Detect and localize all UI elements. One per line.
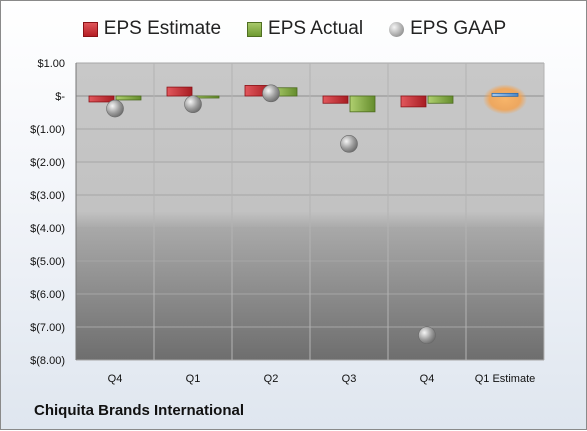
- legend-label-gaap: EPS GAAP: [410, 18, 507, 39]
- y-tick-label: $-: [55, 91, 65, 103]
- x-tick-label: Q3: [342, 373, 357, 385]
- eps-actual-bar: [427, 95, 454, 104]
- y-tick-label: $(6.00): [30, 289, 65, 301]
- eps-actual-bar: [349, 95, 376, 113]
- eps-gaap-point: [418, 326, 436, 345]
- company-name: Chiquita Brands International: [34, 402, 245, 419]
- eps-gaap-point: [106, 99, 124, 118]
- estimate-highlight: [483, 84, 527, 115]
- eps-gaap-point: [262, 84, 280, 103]
- eps-actual-bar: [115, 95, 142, 101]
- eps-gaap-point: [184, 95, 202, 114]
- eps-estimate-bar: [400, 95, 427, 108]
- eps-gaap-point: [340, 135, 358, 153]
- y-tick-label: $(4.00): [30, 223, 65, 235]
- x-tick-label: Q4: [420, 373, 435, 385]
- eps-estimate-bar: [166, 86, 193, 97]
- x-tick-label: Q1 Estimate: [475, 373, 536, 385]
- eps-estimate-bar: [322, 95, 349, 104]
- eps-estimate-next-bar: [491, 92, 519, 97]
- y-tick-label: $(8.00): [30, 355, 65, 367]
- y-tick-label: $(7.00): [30, 322, 65, 334]
- legend-label-estimate: EPS Estimate: [103, 18, 222, 39]
- actual-swatch-icon: [247, 21, 263, 37]
- legend-item-estimate: EPS Estimate: [82, 18, 222, 40]
- legend-item-actual: EPS Actual: [247, 18, 363, 40]
- y-tick-label: $(2.00): [30, 157, 65, 169]
- legend-label-actual: EPS Actual: [268, 18, 364, 39]
- eps-estimate-bar: [88, 95, 115, 103]
- estimate-swatch-icon: [82, 21, 98, 37]
- x-tick-label: Q2: [264, 373, 279, 385]
- legend: EPS Estimate EPS Actual EPS GAAP: [1, 15, 587, 43]
- y-tick-label: $(5.00): [30, 256, 65, 268]
- gaap-swatch-icon: [389, 21, 405, 37]
- y-tick-label: $(1.00): [30, 124, 65, 136]
- y-tick-label: $(3.00): [30, 190, 65, 202]
- x-tick-label: Q1: [186, 373, 201, 385]
- legend-item-gaap: EPS GAAP: [389, 18, 506, 40]
- x-tick-label: Q4: [108, 373, 123, 385]
- y-tick-label: $1.00: [37, 58, 65, 70]
